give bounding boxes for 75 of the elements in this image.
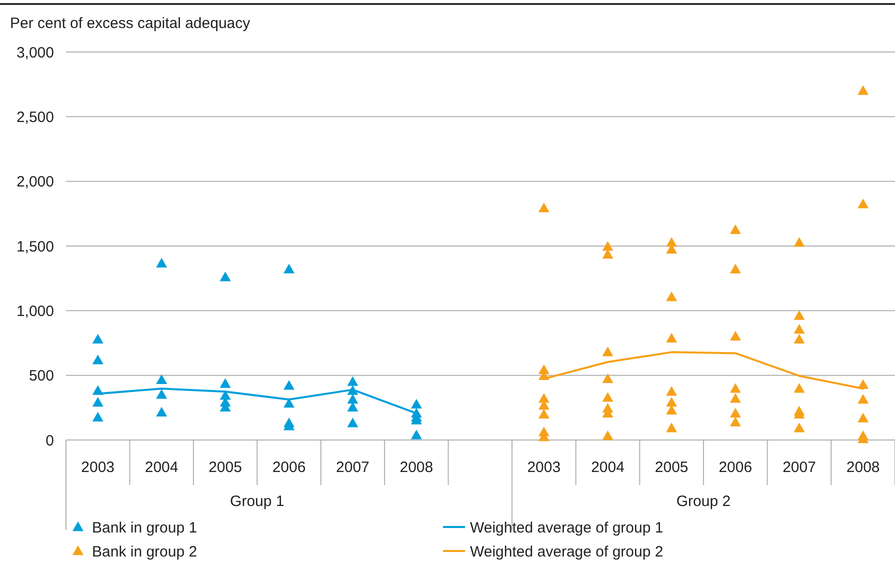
y-tick-label: 0 (46, 432, 54, 450)
legend-label: Weighted average of group 2 (470, 543, 664, 560)
y-tick-label: 2,000 (16, 174, 54, 191)
point (858, 412, 869, 422)
point (92, 334, 104, 344)
point (794, 310, 805, 320)
point (794, 422, 805, 432)
point (858, 198, 869, 208)
point (666, 386, 678, 396)
point (602, 249, 614, 259)
point (347, 376, 358, 386)
point (92, 354, 104, 364)
point (92, 412, 104, 422)
point (858, 394, 869, 404)
point (410, 430, 422, 440)
point (602, 241, 614, 251)
y-tick-label: 500 (28, 368, 54, 385)
x-tick-label: 2007 (782, 459, 816, 476)
x-tick-label: 2003 (527, 459, 561, 476)
point (666, 237, 678, 247)
point (220, 272, 231, 282)
point (347, 418, 358, 428)
point (347, 394, 358, 404)
x-tick-label: 2007 (336, 459, 370, 476)
point (666, 332, 678, 342)
x-tick-label: 2008 (400, 459, 434, 476)
x-tick-label: 2006 (718, 459, 752, 476)
point (284, 264, 294, 274)
x-tick-label: 2004 (144, 459, 178, 476)
point (284, 380, 294, 390)
point (156, 258, 168, 268)
point (794, 334, 805, 344)
legend-label: Weighted average of group 1 (470, 519, 664, 536)
point (602, 392, 614, 402)
point (602, 373, 614, 383)
point (666, 396, 678, 407)
x-tick-label: 2006 (272, 459, 306, 476)
point (730, 393, 741, 403)
x-tick-label: 2004 (591, 459, 624, 476)
point (156, 406, 168, 416)
y-tick-label: 1,500 (16, 238, 54, 256)
y-tick-label: 2,500 (16, 108, 54, 126)
point (794, 237, 805, 247)
x-axis-title: Group 2 (676, 493, 731, 510)
point (156, 374, 168, 384)
point (730, 416, 741, 426)
x-tick-label: 2008 (846, 459, 880, 476)
point (794, 383, 805, 393)
y-tick-label: 1,000 (16, 302, 54, 320)
legend-label: Bank in group 2 (92, 543, 198, 560)
point (730, 330, 741, 341)
point (538, 202, 550, 212)
point (220, 378, 231, 388)
y-axis-title: Per cent of excess capital adequacy (10, 15, 251, 32)
x-tick-label: 2005 (654, 459, 688, 476)
point (602, 430, 614, 440)
point (858, 85, 869, 95)
point (730, 224, 741, 234)
y-tick-label: 3,000 (16, 44, 54, 62)
point (602, 346, 614, 356)
point (92, 396, 104, 407)
point (538, 408, 550, 419)
point (284, 398, 294, 408)
point (410, 398, 422, 409)
point (730, 408, 741, 418)
point (666, 291, 678, 302)
point (156, 389, 168, 399)
point (666, 422, 678, 432)
x-tick-label: 2005 (208, 459, 242, 476)
x-axis-title: Group 1 (230, 493, 284, 510)
point (730, 264, 741, 274)
point (730, 383, 741, 393)
x-tick-label: 2003 (81, 459, 115, 476)
point (794, 324, 805, 334)
legend-label: Bank in group 1 (92, 519, 198, 536)
